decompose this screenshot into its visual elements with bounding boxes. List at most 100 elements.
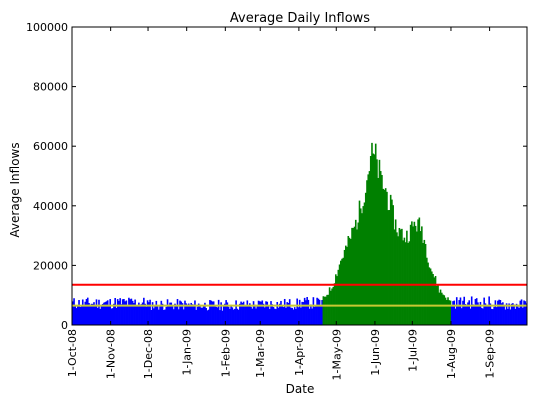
data-bar [367,174,370,325]
data-bar [124,301,126,325]
data-bar [508,303,510,325]
data-bar [387,210,389,325]
data-bar [376,159,378,325]
data-bar [330,290,332,325]
data-bar [255,308,257,325]
data-bar [333,283,336,325]
data-bar [518,307,520,325]
data-bar [469,308,472,325]
data-bar [361,213,363,325]
data-bar [78,300,80,325]
data-bar [179,300,181,325]
data-bar [197,303,200,325]
data-bar [135,305,138,325]
data-bar [315,306,317,325]
y-axis-label: Average Inflows [8,142,22,237]
y-tick-label: 20000 [33,259,68,272]
data-bar [383,189,386,325]
data-bar [443,295,446,325]
data-bar [327,294,330,325]
data-bar [354,219,357,325]
data-bar [93,302,95,325]
data-bar [408,241,411,325]
chart-title: Average Daily Inflows [230,11,370,26]
data-bar [159,305,161,325]
data-bar [322,296,325,325]
data-bar [286,302,289,325]
data-bar [356,229,358,325]
reference-lines-group [72,283,527,307]
data-bar [348,237,351,325]
data-bar [109,299,111,325]
data-bar [230,304,232,325]
data-bar [280,300,282,325]
data-bar [418,217,421,325]
data-bar [291,307,293,325]
data-bar [267,305,270,325]
y-tick-label: 40000 [33,200,68,213]
data-bar [293,307,296,325]
x-tick-label: 1-Dec-08 [142,329,155,379]
data-bar [277,307,280,325]
data-bar [475,298,478,325]
data-bar [287,302,290,325]
data-bar [477,302,479,325]
data-bar [514,308,517,325]
data-bar [144,303,146,325]
data-bar [245,306,247,325]
data-bar [121,299,124,325]
data-bar [85,298,88,325]
data-bar [394,219,397,325]
data-bar [489,303,492,325]
data-bar [520,299,523,325]
data-bar [123,298,125,325]
data-bar [276,301,279,325]
data-bar [369,156,372,325]
data-bar [74,305,77,325]
data-bar [320,305,322,325]
data-bar [246,300,249,325]
data-bar [288,299,291,325]
data-bar [336,276,338,325]
data-bar [488,296,490,325]
data-bar [285,307,287,325]
x-tick-label: 1-Nov-08 [105,329,118,379]
data-bar [439,289,442,325]
data-bar [242,301,245,325]
data-bar [318,299,321,325]
data-bar [296,298,298,325]
data-bar [254,304,256,325]
y-tick-labels: 0 20000 40000 60000 80000 100000 [26,21,68,332]
x-tick-label: 1-Jan-09 [181,329,194,376]
data-bar [381,175,383,325]
data-bar [171,304,174,325]
data-bar [398,228,401,325]
data-bar [129,299,131,325]
data-bar [212,301,215,325]
data-bar [352,227,355,325]
data-bar [270,301,272,325]
data-bar [161,303,164,325]
data-bar [174,303,176,325]
data-bar [240,301,242,325]
data-bar [195,309,198,325]
data-bar [388,210,391,325]
data-bar [250,306,252,325]
data-bar [447,297,449,325]
data-bar [453,300,456,325]
data-bar [474,299,477,325]
x-tick-labels: 1-Oct-08 1-Nov-08 1-Dec-08 1-Jan-09 1-Feb-09… [66,329,497,380]
data-bar [338,264,341,325]
data-bar [340,260,342,325]
data-bar [95,299,98,325]
data-bar [389,194,392,325]
data-bar [163,309,165,325]
data-bar [497,300,499,325]
data-bar [313,306,316,325]
data-bar [462,300,464,325]
data-bar [482,308,484,325]
data-bar [236,308,239,325]
data-bar [386,191,388,325]
data-bar [115,307,118,325]
